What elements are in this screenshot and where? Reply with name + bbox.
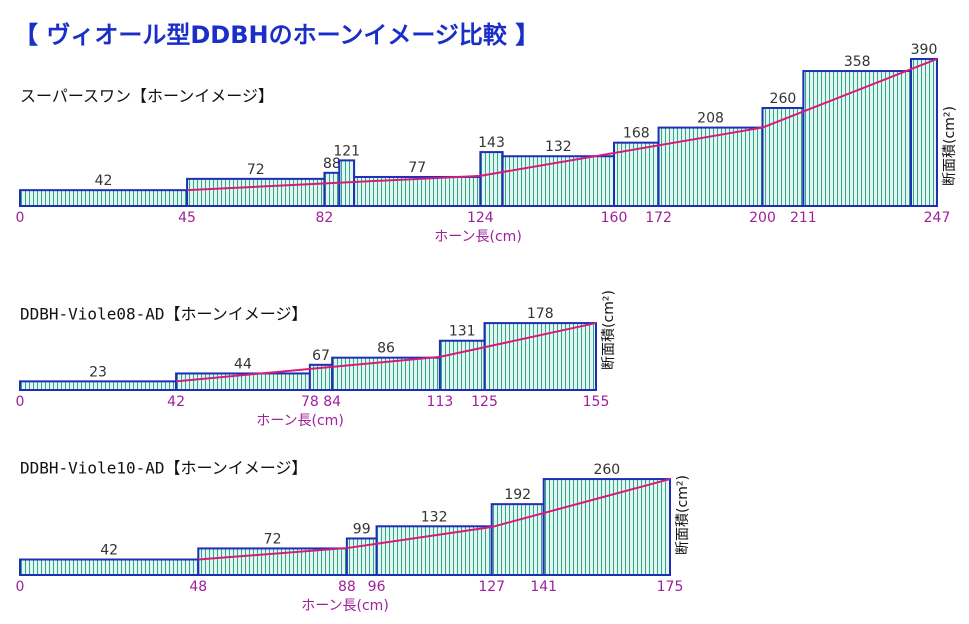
- value-label: 132: [545, 139, 572, 155]
- x-tick-label: 175: [657, 579, 684, 595]
- x-tick-label: 125: [471, 394, 498, 410]
- bar: [186, 177, 326, 208]
- x-tick-label: 172: [645, 210, 672, 226]
- value-label: 358: [844, 54, 871, 70]
- value-label: 99: [353, 521, 371, 537]
- horn-line: [175, 322, 597, 383]
- x-tick-label: 88: [338, 579, 356, 595]
- x-tick-label: 127: [478, 579, 505, 595]
- x-axis-label: ホーン長(cm): [256, 413, 344, 429]
- value-label: 121: [333, 143, 360, 159]
- value-label: 208: [697, 111, 724, 127]
- x-tick-label: 160: [601, 210, 628, 226]
- bar: [501, 155, 616, 207]
- y-axis-label: 断面積(cm²): [942, 106, 958, 186]
- x-tick-label: 45: [178, 210, 196, 226]
- bar: [802, 70, 913, 207]
- value-label: 44: [234, 356, 252, 372]
- value-label: 72: [264, 531, 282, 547]
- x-tick-label: 124: [467, 210, 494, 226]
- bar: [542, 478, 672, 576]
- value-label: 132: [421, 509, 448, 525]
- value-label: 168: [623, 126, 650, 142]
- value-label: 86: [377, 341, 395, 357]
- bar: [323, 171, 341, 208]
- value-label: 77: [408, 160, 426, 176]
- value-label: 67: [312, 348, 330, 364]
- bar: [197, 547, 348, 577]
- horn-line: [187, 58, 938, 192]
- value-label: 72: [247, 162, 265, 178]
- value-label: 143: [478, 135, 505, 151]
- x-tick-label: 0: [16, 210, 25, 226]
- x-axis-label: ホーン長(cm): [434, 229, 522, 245]
- y-axis-label: 断面積(cm²): [675, 475, 691, 555]
- x-tick-label: 141: [530, 579, 557, 595]
- value-label: 260: [593, 462, 620, 478]
- chart-subtitle: DDBH-Viole10-AD【ホーンイメージ】: [20, 459, 307, 478]
- bar: [613, 141, 660, 207]
- x-tick-label: 200: [749, 210, 776, 226]
- bar: [19, 558, 200, 577]
- y-axis-label: 断面積(cm²): [601, 290, 617, 370]
- x-tick-label: 247: [924, 210, 951, 226]
- value-label: 42: [100, 543, 118, 559]
- value-label: 23: [89, 364, 107, 380]
- chart-subtitle: DDBH-Viole08-AD【ホーンイメージ】: [20, 305, 307, 324]
- x-axis-label: ホーン長(cm): [301, 598, 389, 614]
- x-tick-label: 82: [316, 210, 334, 226]
- x-tick-label: 84: [323, 394, 341, 410]
- value-label: 131: [449, 324, 476, 340]
- value-label: 178: [527, 306, 554, 322]
- x-tick-label: 78: [301, 394, 319, 410]
- x-tick-label: 48: [189, 579, 207, 595]
- bar: [19, 380, 178, 391]
- value-label: 42: [95, 173, 113, 189]
- x-tick-label: 0: [16, 394, 25, 410]
- value-label: 88: [323, 156, 341, 172]
- bar: [761, 106, 805, 207]
- x-tick-label: 155: [583, 394, 610, 410]
- value-label: 260: [770, 91, 797, 107]
- x-tick-label: 211: [790, 210, 817, 226]
- x-tick-label: 96: [368, 579, 386, 595]
- chart-subtitle: スーパースワン【ホーンイメージ】: [20, 87, 274, 106]
- bar: [479, 151, 504, 208]
- horn-line: [198, 478, 671, 561]
- page-title: 【 ヴィオール型DDBHのホーンイメージ比較 】: [14, 21, 539, 49]
- value-label: 192: [504, 487, 531, 503]
- value-label: 390: [911, 42, 938, 58]
- x-tick-label: 113: [427, 394, 454, 410]
- bar: [657, 126, 764, 207]
- bar: [483, 322, 598, 391]
- bar: [375, 525, 493, 576]
- bar: [19, 189, 189, 207]
- bar: [910, 57, 938, 207]
- x-tick-label: 42: [167, 394, 185, 410]
- x-tick-label: 0: [16, 579, 25, 595]
